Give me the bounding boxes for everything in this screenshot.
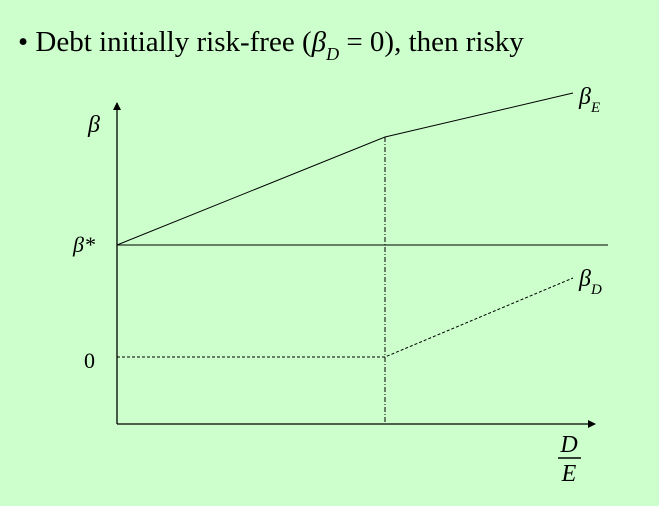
bullet-marker: • — [18, 26, 29, 58]
beta-d-subscript: D — [590, 282, 602, 298]
x-axis-label-denominator: E — [561, 461, 577, 487]
beta-star-tick-label: β* — [72, 232, 95, 257]
beta-e-symbol: β — [578, 84, 591, 110]
beta-e-subscript: E — [590, 100, 600, 116]
x-axis-label-numerator: D — [559, 432, 577, 458]
bullet-text: • Debt initially risk-free (βD = 0), the… — [18, 22, 524, 65]
zero-tick-label: 0 — [84, 348, 95, 373]
beta-d-line — [117, 277, 574, 358]
y-axis-label: β — [87, 112, 100, 138]
beta-d-symbol: β — [578, 266, 591, 292]
beta-e-label: βE — [578, 84, 600, 116]
bullet-beta-subscript: D — [326, 44, 340, 64]
beta-e-line — [116, 92, 574, 246]
bullet-suffix: = 0), then risky — [339, 26, 524, 58]
bullet-beta-symbol: β — [311, 26, 327, 58]
beta-d-label: βD — [578, 266, 602, 298]
bullet-prefix: Debt initially risk-free ( — [35, 26, 312, 58]
